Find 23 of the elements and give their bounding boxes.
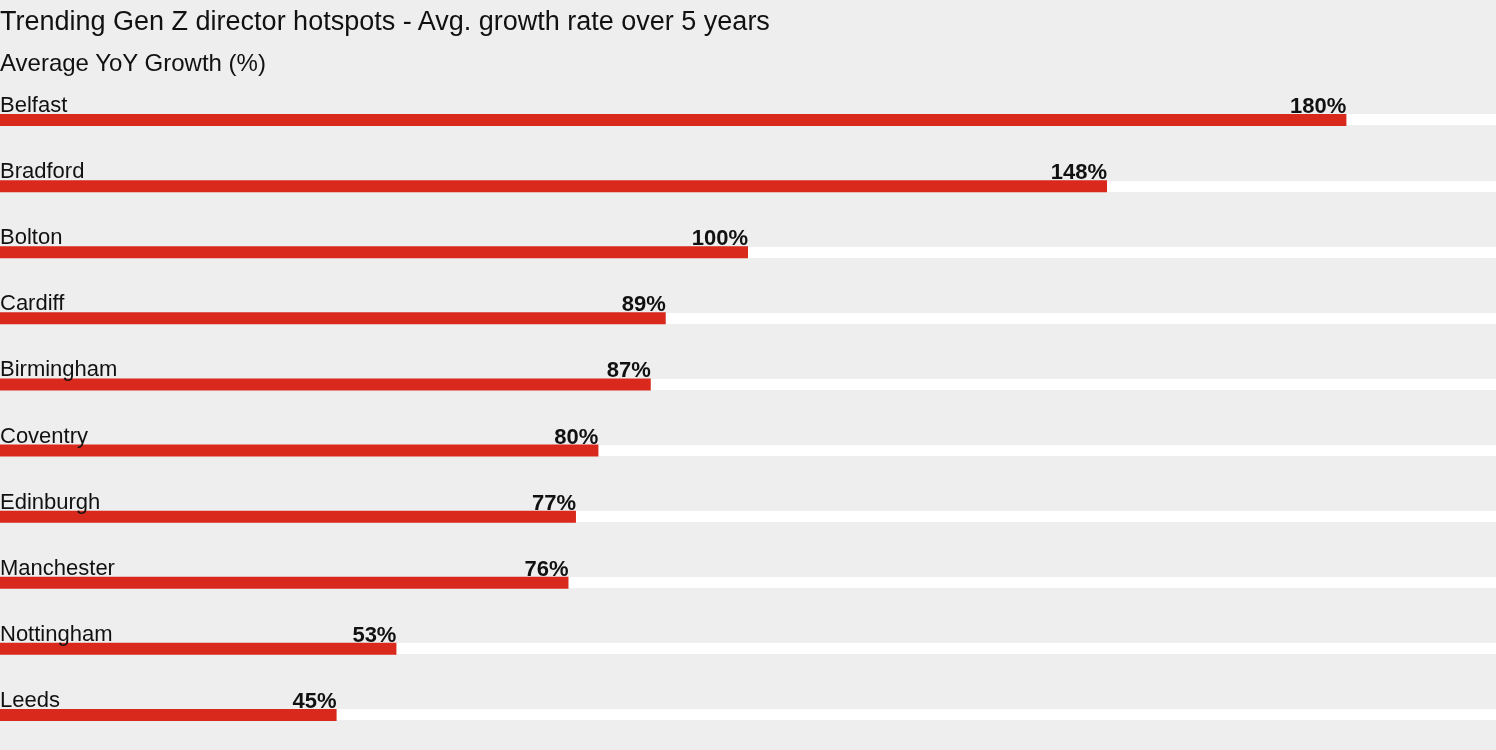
- y-tick-label: Coventry: [0, 422, 89, 448]
- data-label: 89%: [621, 291, 666, 317]
- y-tick-label: Bradford: [0, 158, 85, 184]
- y-tick-label: Belfast: [0, 92, 68, 118]
- data-label: 53%: [352, 621, 397, 647]
- y-tick-label: Manchester: [0, 554, 115, 580]
- data-label: 77%: [531, 489, 576, 515]
- bar: [0, 708, 337, 721]
- y-tick-label: Nottingham: [0, 620, 113, 646]
- chart-subtitle: Average YoY Growth (%): [0, 49, 266, 76]
- data-label: 148%: [1050, 159, 1108, 185]
- y-tick-label: Cardiff: [0, 290, 66, 316]
- data-label: 45%: [292, 687, 337, 713]
- data-label: 76%: [524, 555, 569, 581]
- data-label: 80%: [554, 423, 599, 449]
- y-tick-label: Bolton: [0, 224, 63, 250]
- y-tick-label: Leeds: [0, 686, 60, 712]
- data-label: 180%: [1290, 93, 1347, 119]
- y-tick-label: Birmingham: [0, 356, 118, 382]
- data-label: 100%: [691, 225, 748, 251]
- y-tick-label: Edinburgh: [0, 488, 101, 514]
- data-label: 87%: [606, 357, 651, 383]
- chart-title: Trending Gen Z director hotspots - Avg. growth rate over 5 years: [0, 6, 770, 36]
